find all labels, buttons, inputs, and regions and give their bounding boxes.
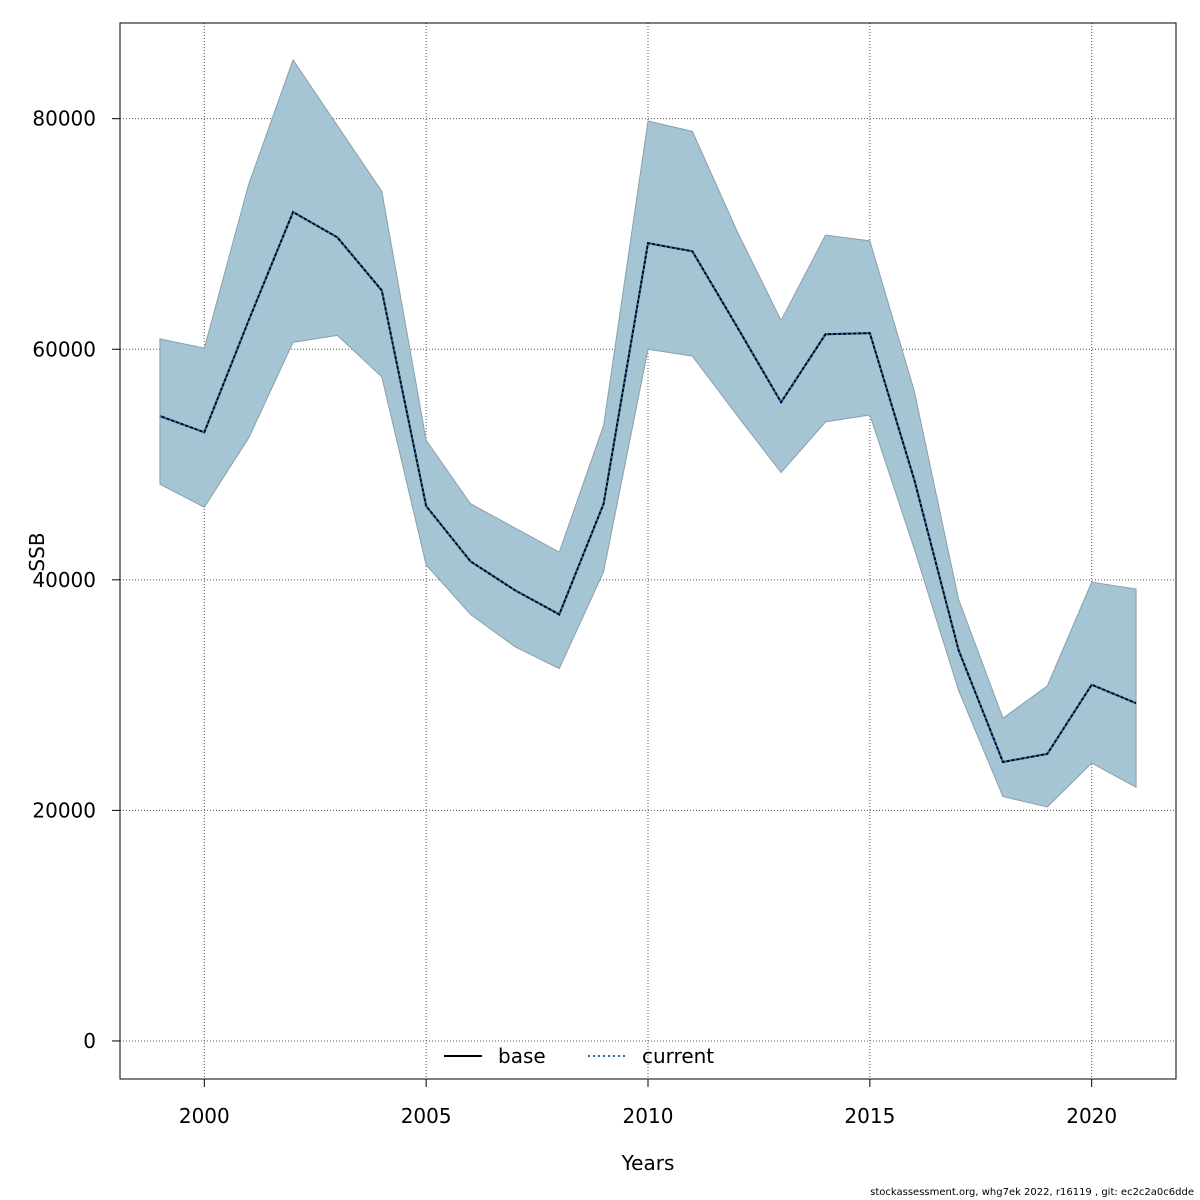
legend-label-current: current: [642, 1044, 714, 1068]
y-tick-label-0: 0: [83, 1029, 96, 1053]
confidence-band: [159, 58, 1137, 808]
confidence-band-area: [159, 58, 1137, 808]
axes: 2000 2005 2010 2015 2020 0 20000 40000 60000 8000…: [32, 22, 1177, 1128]
series-lines: [159, 210, 1137, 764]
credit-text: stockassessment.org, whg7ek 2022, r16119…: [870, 1187, 1194, 1198]
y-tick-label-40000: 40000: [32, 568, 96, 592]
x-tick-label-2010: 2010: [623, 1104, 674, 1128]
y-axis-title: SSB: [25, 532, 49, 571]
y-tick-label-60000: 60000: [32, 337, 96, 361]
legend: base current: [444, 1044, 714, 1068]
series-line-base: [159, 210, 1137, 764]
x-tick-label-2015: 2015: [844, 1104, 895, 1128]
legend-label-base: base: [498, 1044, 546, 1068]
x-axis-title: Years: [621, 1151, 675, 1175]
x-tick-label-2020: 2020: [1066, 1104, 1117, 1128]
x-tick-label-2005: 2005: [401, 1104, 452, 1128]
x-tick-label-2000: 2000: [179, 1104, 230, 1128]
y-tick-label-80000: 80000: [32, 107, 96, 131]
y-tick-label-20000: 20000: [32, 798, 96, 822]
